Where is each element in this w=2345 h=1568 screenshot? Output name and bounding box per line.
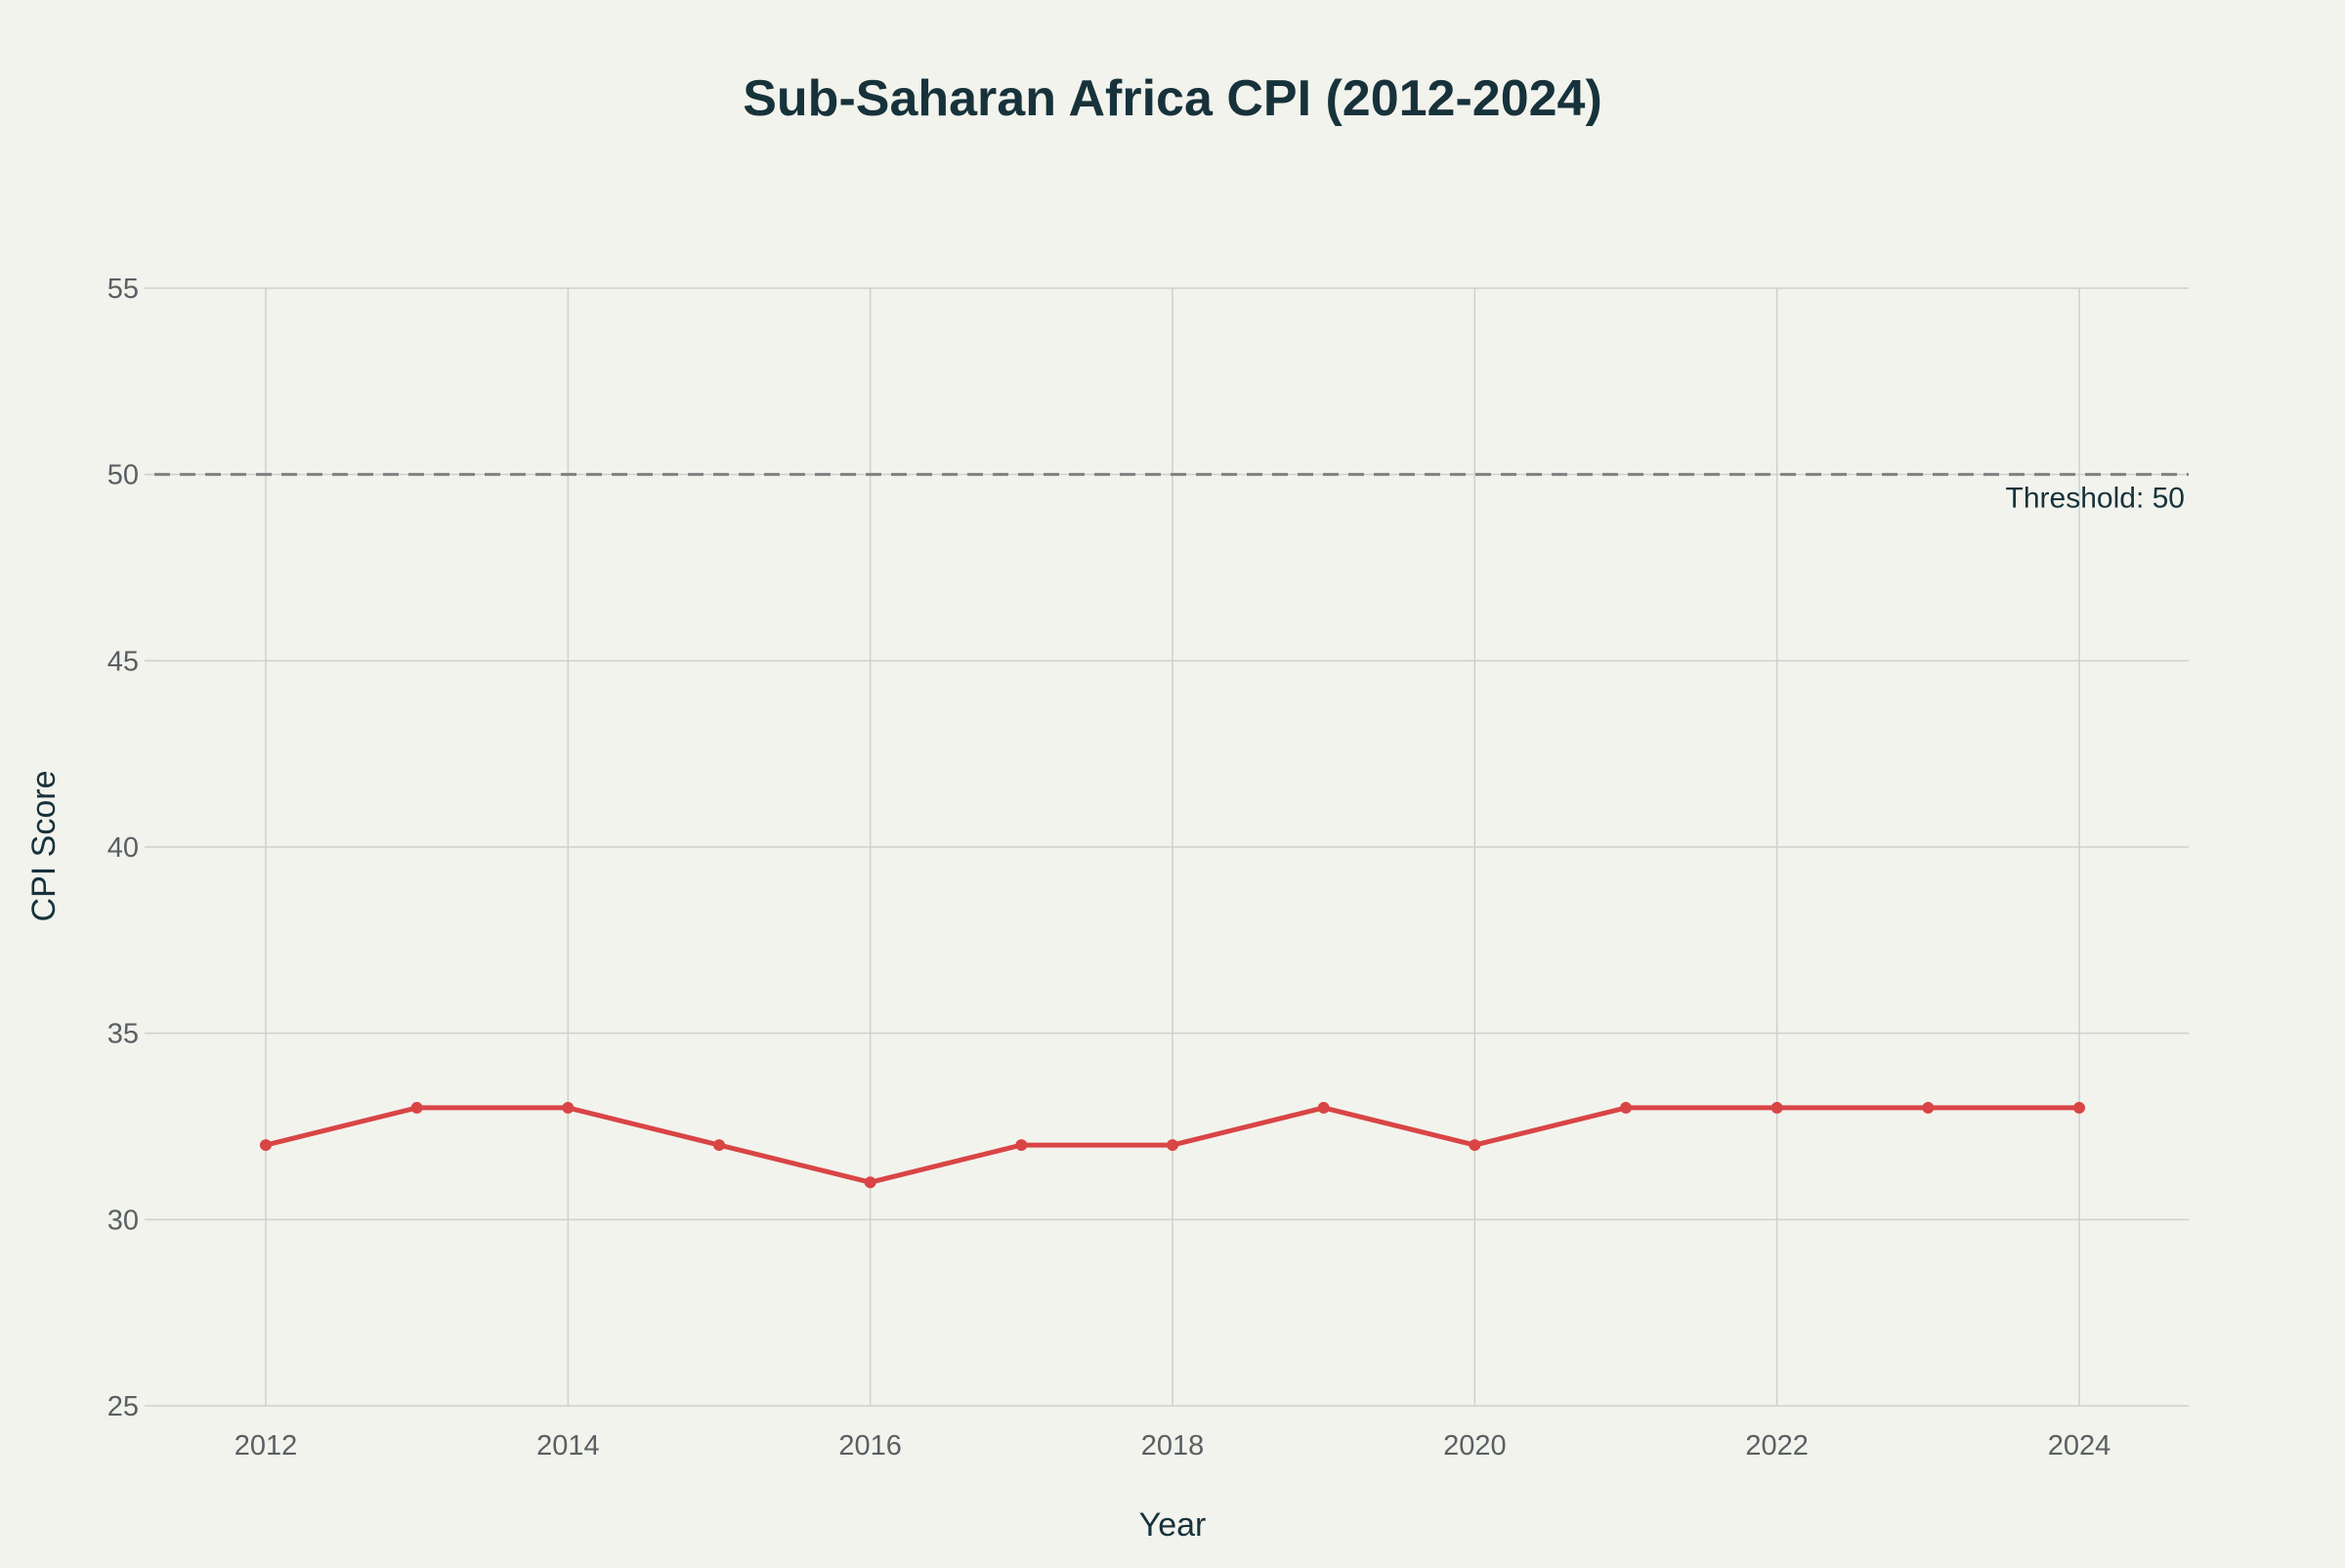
data-point [562,1101,575,1114]
x-axis-title: Year [1139,1506,1207,1544]
threshold-label: Threshold: 50 [2006,483,2185,515]
data-point [1469,1139,1481,1152]
y-tick-label: 55 [107,274,139,305]
chart-title: Sub-Saharan Africa CPI (2012-2024) [743,70,1602,127]
x-tick-label: 2016 [838,1430,902,1462]
y-tick-label: 35 [107,1019,139,1050]
tick-labels: 25 30 35 40 45 50 55 2012 2014 2016 2018 2020 2022 20… [107,274,2111,1462]
y-tick-label: 40 [107,832,139,864]
y-axis-title: CPI Score [25,771,63,922]
y-tick-label: 45 [107,646,139,677]
data-point [2073,1101,2085,1114]
data-point [260,1139,272,1152]
data-point [1620,1101,1632,1114]
data-point [1922,1101,1935,1114]
data-point [864,1176,876,1189]
series-group [260,1101,2085,1189]
y-tick-label: 50 [107,460,139,491]
data-point [1770,1101,1783,1114]
x-tick-label: 2014 [536,1430,600,1462]
data-point [1167,1139,1178,1152]
data-point [1015,1139,1028,1152]
x-tick-label: 2022 [1745,1430,1809,1462]
data-point [713,1139,725,1152]
x-tick-label: 2018 [1141,1430,1205,1462]
x-tick-label: 2012 [234,1430,298,1462]
data-point [410,1101,423,1114]
x-tick-label: 2024 [2048,1430,2111,1462]
y-tick-label: 25 [107,1391,139,1422]
x-tick-label: 2020 [1443,1430,1507,1462]
y-tick-label: 30 [107,1205,139,1236]
data-point [1317,1101,1330,1114]
